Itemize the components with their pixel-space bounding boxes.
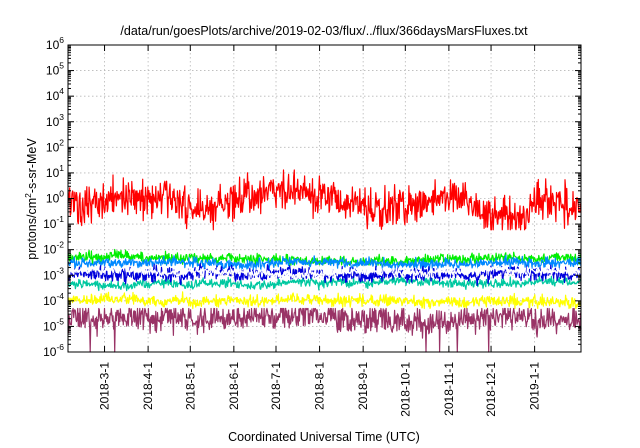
y-tick-label: 10-6 (43, 342, 64, 359)
y-tick-label-exp: 4 (59, 86, 64, 96)
y-tick-label-exp: 2 (59, 137, 64, 147)
y-tick-label-base: 10 (43, 345, 57, 359)
y-tick-label-base: 10 (46, 64, 60, 78)
y-tick-label-base: 10 (46, 89, 60, 103)
y-tick-label-exp: 0 (59, 189, 64, 199)
x-tick-label: 2018-12-1 (484, 362, 498, 417)
y-tick-label-base: 10 (43, 268, 57, 282)
y-tick-label: 103 (46, 112, 64, 129)
y-tick-label-base: 10 (46, 166, 60, 180)
y-tick-label: 101 (46, 163, 64, 180)
y-tick-label-exp: 3 (59, 112, 64, 122)
x-tick-label: 2018-10-1 (398, 362, 412, 417)
y-tick-label-exp: 5 (59, 61, 64, 71)
x-tick-label: 2018-7-1 (269, 362, 283, 410)
y-axis-label-base: protons/cm (25, 198, 39, 260)
x-tick-label: 2018-4-1 (141, 362, 155, 410)
x-tick-label: 2019-1-1 (528, 362, 542, 410)
series-line (67, 291, 582, 310)
x-tick-label: 2018-5-1 (183, 362, 197, 410)
y-tick-label: 10-4 (43, 291, 64, 308)
y-tick-label: 106 (46, 35, 64, 52)
chart-title: /data/run/goesPlots/archive/2019-02-03/f… (120, 24, 528, 38)
y-tick-label-base: 10 (43, 243, 57, 257)
series-line (67, 264, 582, 279)
x-axis-label: Coordinated Universal Time (UTC) (228, 430, 420, 444)
data-series (67, 169, 582, 353)
y-tick-label-exp: -6 (56, 342, 64, 352)
y-axis-label-sup: 2 (23, 193, 33, 198)
y-tick-label-base: 10 (43, 217, 57, 231)
y-tick-label-base: 10 (46, 38, 60, 52)
y-tick-label: 10-2 (43, 240, 64, 257)
y-tick-label: 104 (46, 86, 64, 103)
x-tick-label: 2018-6-1 (227, 362, 241, 410)
y-tick-label-exp: 6 (59, 35, 64, 45)
series-line (67, 307, 582, 353)
x-tick-label: 2018-8-1 (313, 362, 327, 410)
y-tick-label-base: 10 (43, 294, 57, 308)
y-tick-label-base: 10 (43, 319, 57, 333)
x-tick-labels: 2018-3-1 2018-4-1 2018-5-1 2018-6-1 2018-7-1… (98, 362, 542, 417)
y-tick-label: 10-5 (43, 316, 64, 333)
y-tick-label-exp: -5 (56, 316, 64, 326)
y-tick-label: 10-1 (43, 214, 64, 231)
y-tick-label-exp: -1 (56, 214, 64, 224)
y-tick-label: 100 (46, 189, 64, 206)
y-tick-label-base: 10 (46, 115, 60, 129)
x-tick-label: 2018-11-1 (442, 362, 456, 416)
x-tick-label: 2018-9-1 (356, 362, 370, 410)
y-tick-label-exp: -3 (56, 265, 64, 275)
y-tick-label-exp: -2 (56, 240, 64, 250)
y-tick-label-exp: -4 (56, 291, 64, 301)
y-tick-labels: 10610510410310210110010-110-210-310-410-… (43, 35, 64, 359)
y-axis-label: protons/cm2-s-sr-MeV (23, 138, 39, 260)
y-tick-label-base: 10 (46, 140, 60, 154)
axis-ticks (68, 44, 581, 353)
y-axis-label-rest: -s-sr-MeV (25, 138, 39, 194)
series-line (67, 169, 582, 231)
series-line (67, 254, 582, 272)
x-tick-label: 2018-3-1 (98, 362, 112, 410)
y-tick-label: 102 (46, 137, 64, 154)
y-tick-label: 105 (46, 61, 64, 78)
y-tick-label: 10-3 (43, 265, 64, 282)
y-tick-label-exp: 1 (59, 163, 64, 173)
y-tick-label-base: 10 (46, 192, 60, 206)
